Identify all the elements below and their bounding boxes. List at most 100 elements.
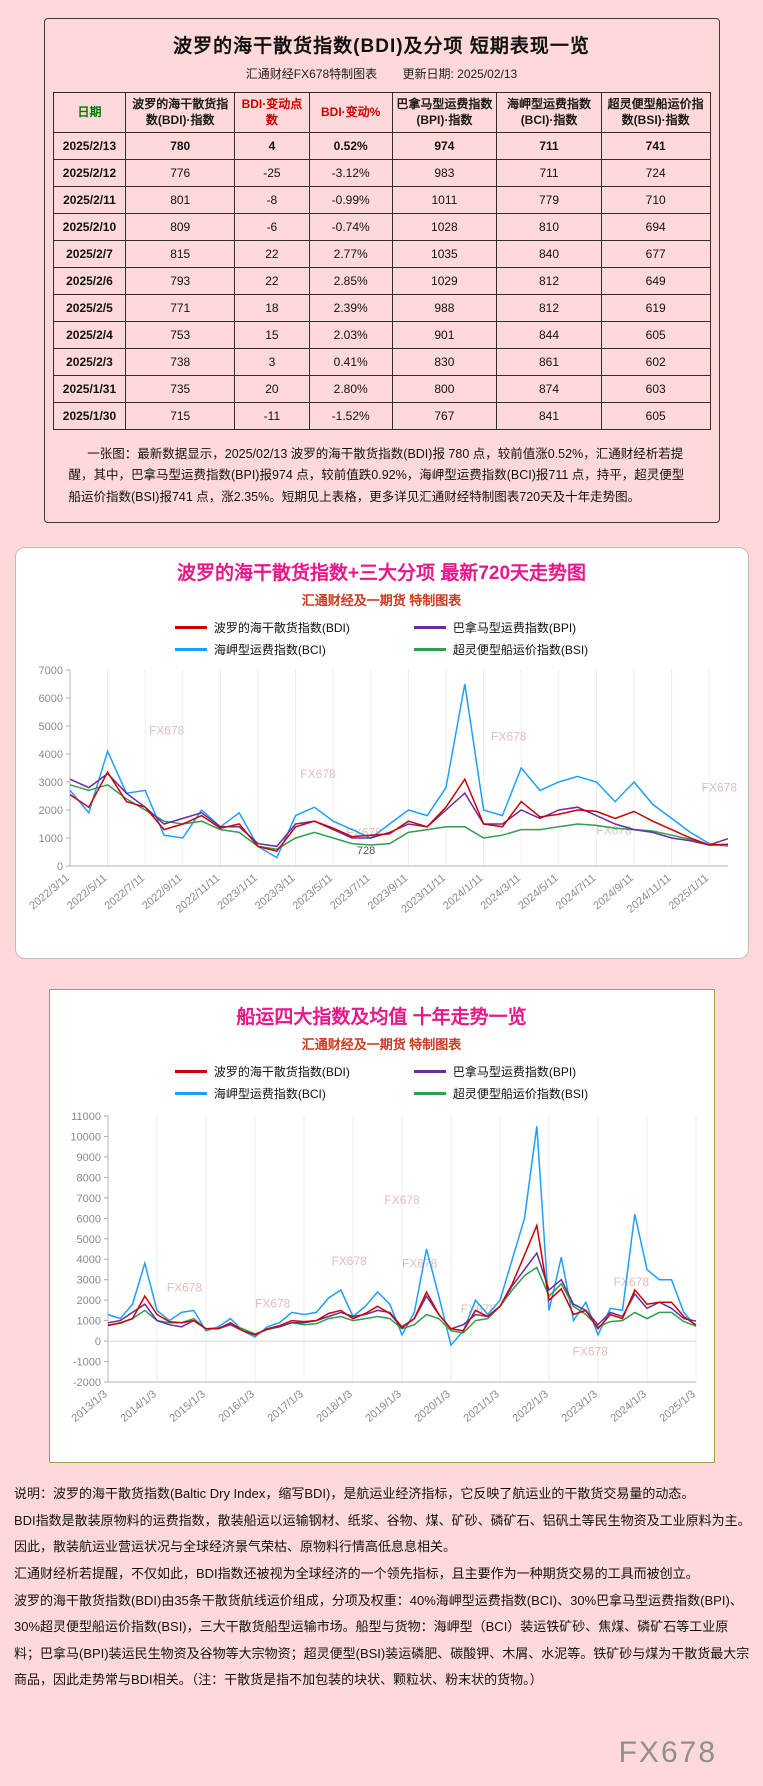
- legend-swatch-BDI: [174, 625, 207, 629]
- table-cell: 602: [600, 348, 711, 377]
- table-cell: 793: [125, 267, 236, 296]
- table-cell: -11: [234, 402, 310, 431]
- table-cell: -8: [234, 186, 310, 215]
- chart-watermark: FX678: [572, 1344, 608, 1358]
- chart-watermark: FX678: [701, 780, 737, 794]
- table-cell: 812: [496, 294, 602, 323]
- legend-swatch-BPI: [413, 1069, 446, 1073]
- table-cell: -0.99%: [308, 186, 393, 215]
- y-tick-label: 6000: [76, 1213, 100, 1225]
- x-tick-label: 2022/3/11: [27, 872, 72, 912]
- table-cell: 861: [496, 348, 602, 377]
- x-tick-label: 2023/7/11: [328, 872, 373, 912]
- short-term-table-section: 波罗的海干散货指数(BDI)及分项 短期表现一览 汇通财经FX678特制图表 更…: [43, 18, 720, 523]
- legend-item-BCI: 海岬型运费指数(BCI): [174, 641, 350, 658]
- y-tick-label: 3000: [38, 777, 62, 789]
- table-cell: 2.85%: [308, 267, 393, 296]
- series-line-BCI: [107, 1126, 697, 1347]
- bdi-table-head-row: 日期 波罗的海干散货指数(BDI)·指数 BDI·变动点数 BDI·变动% 巴拿马型运费…: [52, 91, 711, 134]
- table-row: 2025/2/13 780 4 0.52% 974 711 741: [52, 132, 711, 161]
- table-cell: 2.80%: [308, 375, 393, 404]
- y-tick-label: 7000: [76, 1193, 100, 1205]
- table-cell: 2025/2/5: [52, 294, 127, 323]
- y-tick-label: 2000: [76, 1295, 100, 1307]
- legend-item-BSI: 超灵便型船运价指数(BSI): [413, 641, 588, 658]
- column-header: 超灵便型船运价指数(BSI)·指数: [600, 91, 711, 134]
- description-line: 因此，散装航运业营运状况与全球经济景气荣枯、原物料行情高低息息相关。: [14, 1539, 457, 1555]
- legend-swatch-BCI: [174, 1091, 207, 1095]
- table-cell: 779: [496, 186, 602, 215]
- legend-label: 波罗的海干散货指数(BDI): [213, 620, 350, 635]
- table-cell: -3.12%: [308, 159, 393, 188]
- y-tick-label: 10000: [70, 1131, 101, 1143]
- table-subtitle-source: 汇通财经FX678特制图表: [245, 67, 378, 81]
- table-cell: 2025/2/7: [52, 240, 127, 269]
- table-cell: 809: [125, 213, 236, 242]
- table-cell: -6: [234, 213, 310, 242]
- table-cell: 741: [600, 132, 711, 161]
- legend-label: 波罗的海干散货指数(BDI): [213, 1064, 350, 1079]
- series-line-BDI: [69, 770, 728, 852]
- legend-label: 超灵便型船运价指数(BSI): [452, 1086, 589, 1101]
- table-note: 一张图：最新数据显示，2025/02/13 波罗的海干散货指数(BDI)报 78…: [68, 447, 685, 504]
- table-cell: 18: [234, 294, 310, 323]
- legend-label: 海岬型运费指数(BCI): [213, 642, 326, 657]
- table-row: 2025/2/10 809 -6 -0.74% 1028 810 694: [52, 213, 711, 242]
- y-tick-label: 0: [56, 861, 62, 873]
- table-cell: 22: [234, 240, 310, 269]
- table-cell: 0.52%: [308, 132, 393, 161]
- chart-watermark: FX678: [300, 767, 336, 781]
- table-cell: 767: [391, 402, 498, 431]
- table-cell: 619: [600, 294, 711, 323]
- column-header: BDI·变动%: [308, 91, 393, 134]
- table-cell: -25: [234, 159, 310, 188]
- table-cell: 753: [125, 321, 236, 350]
- x-tick-label: 2023/3/11: [252, 872, 297, 912]
- series-line-BSI: [69, 783, 728, 850]
- chart1-legend: 波罗的海干散货指数(BDI) 巴拿马型运费指数(BPI) 海岬型运费指数(BCI) 超…: [174, 619, 588, 658]
- table-cell: 605: [600, 402, 711, 431]
- table-cell: 3: [234, 348, 310, 377]
- table-cell: 2025/2/3: [52, 348, 127, 377]
- table-cell: 1011: [391, 186, 498, 215]
- y-tick-label: 0: [94, 1336, 100, 1348]
- y-tick-label: 8000: [76, 1172, 100, 1184]
- table-cell: 874: [496, 375, 602, 404]
- table-row: 2025/2/4 753 15 2.03% 901 844 605: [52, 321, 711, 350]
- table-cell: 2.77%: [308, 240, 393, 269]
- legend-swatch-BSI: [413, 1091, 446, 1095]
- legend-label: 海岬型运费指数(BCI): [213, 1086, 326, 1101]
- table-cell: 711: [496, 159, 602, 188]
- table-cell: 841: [496, 402, 602, 431]
- table-cell: 815: [125, 240, 236, 269]
- table-cell: 603: [600, 375, 711, 404]
- table-row: 2025/2/3 738 3 0.41% 830 861 602: [52, 348, 711, 377]
- x-tick-label: 2023/5/11: [290, 872, 335, 912]
- series-line-BDI: [107, 1222, 696, 1336]
- column-header: 日期: [52, 91, 127, 134]
- chart-10year-section: 船运四大指数及均值 十年走势一览 汇通财经及一期货 特制图表 波罗的海干散货指数…: [48, 988, 715, 1463]
- table-cell: 844: [496, 321, 602, 350]
- table-cell: 738: [125, 348, 236, 377]
- table-row: 2025/2/11 801 -8 -0.99% 1011 779 710: [52, 186, 711, 215]
- bdi-table-body: 2025/2/13 780 4 0.52% 974 711 741 2025/2/12 776-…: [52, 132, 711, 431]
- table-cell: 677: [600, 240, 711, 269]
- chart-watermark: FX678: [613, 1275, 649, 1289]
- legend-label: 巴拿马型运费指数(BPI): [452, 1064, 577, 1079]
- y-tick-label: 5000: [38, 721, 62, 733]
- chart-watermark: FX678: [166, 1280, 202, 1294]
- y-tick-label: 11000: [71, 1111, 101, 1123]
- y-tick-label: 1000: [38, 833, 62, 845]
- chart-watermark: FX678: [331, 1254, 367, 1268]
- table-cell: 735: [125, 375, 236, 404]
- x-tick-label: 2023/1/3: [559, 1388, 600, 1425]
- legend-label: 巴拿马型运费指数(BPI): [452, 620, 577, 635]
- y-tick-label: 4000: [76, 1254, 100, 1266]
- x-tick-label: 2014/1/3: [118, 1388, 159, 1425]
- x-tick-label: 2023/1/11: [215, 872, 260, 912]
- table-cell: 724: [600, 159, 711, 188]
- table-cell: 974: [391, 132, 498, 161]
- table-cell: 2.03%: [308, 321, 393, 350]
- x-tick-label: 2016/1/3: [216, 1388, 257, 1425]
- table-cell: -1.52%: [308, 402, 393, 431]
